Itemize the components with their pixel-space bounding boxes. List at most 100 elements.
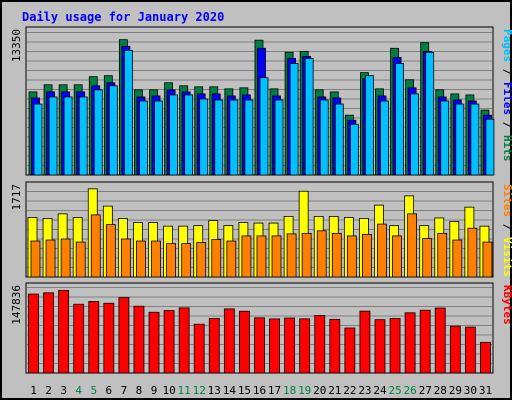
hits-pages-bar (244, 99, 254, 176)
kbytes-legend-part: KBytes (501, 285, 512, 325)
kbytes-kbytes-bar (148, 311, 160, 374)
hits-pages-bar (63, 96, 73, 176)
x-tick-label: 20 (313, 384, 326, 397)
hits-pages-bar (410, 93, 420, 176)
hits-max-label: 13350 (10, 29, 23, 62)
x-tick-label: 21 (328, 384, 341, 397)
x-tick-label: 14 (223, 384, 237, 397)
visits-legend-part: / (501, 217, 512, 231)
visits-sites-bar (392, 235, 402, 278)
x-tick-label: 15 (238, 384, 251, 397)
kbytes-kbytes-bar (389, 318, 401, 374)
kbytes-kbytes-bar (434, 307, 446, 374)
x-tick-label: 10 (162, 384, 175, 397)
visits-legend-label: Sites / Visits (501, 184, 512, 277)
visits-sites-bar (45, 239, 56, 278)
visits-sites-bar (286, 233, 297, 278)
hits-pages-bar (169, 94, 178, 176)
x-tick-label: 7 (121, 384, 128, 397)
kbytes-kbytes-bar (449, 325, 461, 374)
x-tick-label: 17 (268, 384, 281, 397)
kbytes-kbytes-bar (314, 315, 326, 374)
x-tick-label: 31 (479, 384, 492, 397)
panel-kbytes: 147836 KBytes (10, 282, 512, 374)
kbytes-kbytes-bar (193, 323, 205, 374)
kbytes-kbytes-bar (58, 289, 70, 374)
hits-legend-part: Hits (501, 128, 512, 161)
x-tick-label: 9 (151, 384, 158, 397)
hits-pages-bar (380, 100, 389, 176)
visits-sites-bar (60, 238, 71, 278)
hits-pages-bar (48, 96, 58, 176)
kbytes-kbytes-bar (404, 312, 416, 374)
kbytes-kbytes-bar (88, 301, 100, 374)
visits-sites-bar (362, 233, 372, 278)
x-tick-label: 3 (60, 384, 67, 397)
hits-pages-bar (123, 49, 133, 176)
kbytes-kbytes-bar (359, 310, 371, 374)
x-tick-label: 1 (30, 384, 37, 397)
hits-pages-bar (485, 118, 495, 176)
hits-legend-part: / (501, 115, 512, 129)
kbytes-kbytes-bar (163, 310, 175, 374)
hits-legend-part: Pages (501, 29, 512, 62)
hits-pages-bar (470, 103, 480, 176)
visits-sites-bar (316, 230, 327, 278)
kbytes-kbytes-bar (28, 293, 39, 374)
hits-pages-bar (440, 100, 450, 176)
x-tick-label: 30 (464, 384, 477, 397)
hits-pages-bar (304, 58, 314, 176)
kbytes-kbytes-bar (133, 305, 145, 374)
visits-sites-bar (241, 235, 252, 278)
hits-pages-bar (365, 75, 374, 176)
visits-sites-bar (437, 232, 448, 278)
hits-pages-bar (425, 51, 435, 176)
kbytes-kbytes-bar (464, 326, 476, 374)
hits-pages-bar (33, 103, 43, 176)
x-tick-label: 4 (75, 384, 82, 397)
kbytes-max-label: 147836 (10, 285, 23, 325)
x-tick-label: 19 (298, 384, 311, 397)
x-tick-label: 13 (208, 384, 221, 397)
hits-legend-label: Pages / Files / Hits (501, 29, 512, 162)
x-tick-label: 16 (253, 384, 266, 397)
visits-sites-bar (422, 238, 433, 278)
visits-sites-bar (467, 227, 478, 278)
kbytes-kbytes-bar (344, 327, 356, 374)
visits-sites-bar (181, 243, 192, 278)
hits-pages-bar (93, 89, 103, 176)
x-tick-label: 27 (419, 384, 432, 397)
visits-sites-bar (30, 240, 41, 278)
x-tick-label: 23 (358, 384, 371, 397)
x-tick-label: 29 (449, 384, 462, 397)
x-tick-label: 12 (193, 384, 206, 397)
visits-sites-bar (105, 224, 116, 278)
visits-sites-bar (226, 240, 237, 278)
x-tick-label: 26 (404, 384, 417, 397)
hits-pages-bar (349, 123, 359, 176)
visits-sites-bar (346, 235, 357, 278)
kbytes-kbytes-bar (118, 297, 130, 374)
visits-sites-bar (301, 232, 312, 278)
visits-sites-bar (331, 232, 342, 278)
visits-sites-bar (136, 240, 146, 278)
x-tick-label: 5 (90, 384, 97, 397)
visits-sites-bar (120, 238, 131, 278)
hits-pages-bar (214, 99, 224, 176)
panel-hits: 13350 Pages / Files / Hits (10, 26, 512, 176)
hits-pages-bar (319, 99, 329, 176)
hits-pages-bar (154, 100, 163, 176)
chart-title: Daily usage for January 2020 (22, 10, 224, 24)
x-axis-labels: 1 2 3 4 5 6 7 8 9 10 11 12 13 14 15 16 17 18 19 20 21 22 23 24 2… (30, 384, 492, 397)
x-tick-label: 22 (343, 384, 356, 397)
kbytes-legend-label: KBytes (501, 285, 512, 325)
kbytes-kbytes-bar (284, 317, 296, 374)
hits-pages-bar (184, 94, 194, 176)
kbytes-kbytes-bar (223, 308, 235, 374)
visits-sites-bar (90, 214, 101, 278)
x-tick-label: 18 (283, 384, 296, 397)
hits-pages-bar (455, 103, 465, 176)
x-tick-label: 2 (45, 384, 52, 397)
kbytes-kbytes-bar (254, 317, 265, 374)
